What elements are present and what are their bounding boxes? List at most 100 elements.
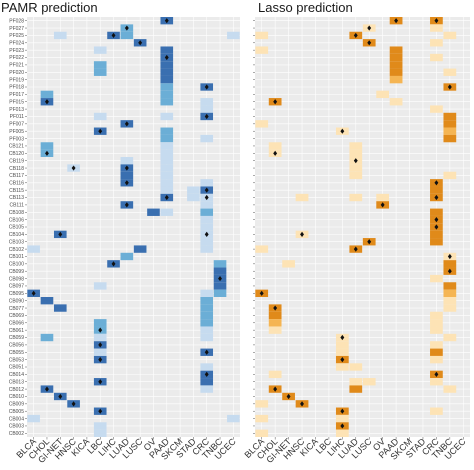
pamr-marker-CB055-CRC xyxy=(204,349,209,355)
lasso-tile-PF023-BLCA xyxy=(255,46,269,54)
pamr-tile-CB100-TNBC xyxy=(213,260,227,268)
pamr-y-tick-label: PF007 xyxy=(9,122,24,128)
lasso-tile-CB066-CRC xyxy=(430,319,443,327)
pamr-y-tick-label: CB014 xyxy=(9,372,25,378)
pamr-marker-PF025-LIHC xyxy=(111,32,116,39)
pamr-tile-CB115-PAAD xyxy=(160,186,174,194)
pamr-marker-CB010-GI-NET xyxy=(58,393,63,400)
pamr-tile-CB013-CRC xyxy=(200,378,214,386)
pamr-tile-CB099-TNBC xyxy=(213,267,227,275)
pamr-y-tick-label: CB100 xyxy=(9,262,25,268)
lasso-marker-CB095-BLCA xyxy=(259,290,264,296)
lasso-tile-CB100-TNBC xyxy=(443,260,457,268)
pamr-tile-CB004-BLCA xyxy=(27,414,40,423)
pamr-y-tick-label: CB004 xyxy=(9,416,25,422)
pamr-tile-PF017-CHOL xyxy=(40,90,54,99)
lasso-marker-CB099-TNBC xyxy=(447,268,452,274)
lasso-tile-CB056-CRC xyxy=(430,341,443,349)
pamr-tile-CB119-PAAD xyxy=(160,157,174,165)
pamr-y-tick-label: CB111 xyxy=(9,203,24,209)
lasso-tile-PF003-TNBC xyxy=(443,134,457,143)
pamr-y-tick-label: PF017 xyxy=(9,92,24,98)
lasso-tile-PF022-PAAD xyxy=(389,53,403,62)
pamr-y-tick-label: CB095 xyxy=(9,291,25,297)
lasso-tile-CB118-LUAD xyxy=(349,164,363,172)
lasso-tile-CB103-CRC xyxy=(430,238,443,246)
pamr-y-tick-label: PF027 xyxy=(9,26,24,32)
pamr-tile-CB102-CRC xyxy=(200,245,214,253)
lasso-marker-CB010-GI-NET xyxy=(286,393,291,400)
lasso-marker-CB101-TNBC xyxy=(447,253,452,260)
pamr-tile-CB095-TNBC xyxy=(213,289,227,297)
pamr-tile-PF005-PAAD xyxy=(160,127,174,135)
lasso-tile-CB013-LUAD xyxy=(349,378,363,386)
pamr-tile-PF025-UCEC xyxy=(227,31,240,40)
lasso-tile-PF017-OV xyxy=(376,90,390,99)
lasso-marker-CB053-LIHC xyxy=(340,357,345,363)
pamr-tile-PF013-CRC xyxy=(200,105,214,113)
pamr-marker-CB014-CRC xyxy=(204,371,209,377)
pamr-tile-CB066-CRC xyxy=(200,319,214,327)
pamr-marker-PF024-LUSC xyxy=(138,40,143,46)
pamr-panel-title: PAMR prediction xyxy=(1,0,98,15)
lasso-tile-PF013-CRC xyxy=(430,105,443,113)
pamr-marker-CB053-LBC xyxy=(98,357,103,363)
pamr-y-tick-label: CB121 xyxy=(9,144,25,150)
pamr-y-tick-label: CB115 xyxy=(9,188,24,194)
lasso-marker-CB059-LIHC xyxy=(340,334,345,341)
pamr-tile-CB116-PAAD xyxy=(160,179,174,187)
pamr-tile-PF025-LUAD xyxy=(120,31,134,40)
lasso-marker-PF028-PAAD xyxy=(394,18,399,24)
lasso-tile-CB005-CRC xyxy=(430,407,443,415)
pamr-y-tick-label: PF019 xyxy=(9,77,24,83)
lasso-marker-CB111-OV xyxy=(380,202,385,208)
lasso-marker-CB003-LIHC xyxy=(340,423,345,429)
pamr-tile-CB059-LBC xyxy=(93,333,107,342)
lasso-tile-CB012-TNBC xyxy=(443,385,457,393)
pamr-tile-CB108-CRC xyxy=(200,208,214,216)
pamr-marker-CB120-CHOL xyxy=(45,150,49,156)
lasso-tile-PF011-TNBC xyxy=(443,112,457,121)
lasso-marker-CB119-LUAD xyxy=(353,158,358,164)
pamr-marker-CB116-LUAD xyxy=(124,180,129,186)
lasso-tile-CB108-CRC xyxy=(430,208,443,216)
pamr-tile-CB119-LUAD xyxy=(120,157,134,165)
pamr-tile-PF020-LBC xyxy=(93,68,107,76)
lasso-marker-CB102-LUAD xyxy=(353,246,358,252)
pamr-y-tick-label: PF011 xyxy=(10,114,25,120)
lasso-tile-CB055-LIHC xyxy=(335,348,349,356)
lasso-marker-CB104-HNSC xyxy=(300,231,304,237)
pamr-tile-CB113-STAD xyxy=(187,193,200,202)
lasso-tile-CB059-TNBC xyxy=(443,333,457,342)
pamr-tile-PF020-PAAD xyxy=(160,68,174,76)
pamr-y-tick-label: CB002 xyxy=(9,431,25,437)
pamr-tile-PF019-PAAD xyxy=(160,75,174,84)
lasso-tile-CB056-LIHC xyxy=(335,341,349,349)
pamr-y-tick-label: CB101 xyxy=(9,254,25,260)
pamr-marker-PF028-PAAD xyxy=(164,18,169,24)
lasso-tile-PF019-PAAD xyxy=(389,75,403,84)
pamr-tile-CB106-CRC xyxy=(200,215,214,224)
lasso-tile-CB115-CRC xyxy=(430,186,443,194)
lasso-panel-title: Lasso prediction xyxy=(258,0,353,15)
pamr-y-tick-label: PF025 xyxy=(9,33,24,39)
pamr-marker-CB115-CRC xyxy=(204,187,209,193)
pamr-y-tick-label: CB059 xyxy=(9,335,25,341)
pamr-y-tick-label: CB106 xyxy=(9,217,25,223)
pamr-marker-CB095-BLCA xyxy=(31,290,36,296)
pamr-marker-CB104-GI-NET xyxy=(58,231,63,237)
lasso-tile-CB120-LUAD xyxy=(349,149,363,157)
lasso-tile-CB004-LIHC xyxy=(335,414,349,423)
lasso-tile-CB102-BLCA xyxy=(255,245,269,253)
pamr-tile-PF011-LBC xyxy=(93,112,107,121)
pamr-y-tick-label: CB108 xyxy=(9,210,25,216)
pamr-marker-PF027-LUAD xyxy=(124,25,129,31)
pamr-marker-PF005-LBC xyxy=(98,128,103,134)
pamr-tile-CB069-CRC xyxy=(200,311,214,320)
lasso-tile-CB069-CHOL xyxy=(268,311,282,320)
pamr-tile-CB108-OV xyxy=(147,208,160,216)
pamr-tile-CB111-CRC xyxy=(200,201,214,209)
lasso-tile-PF025-TNBC xyxy=(443,31,457,40)
pamr-y-tick-label: CB053 xyxy=(9,357,25,363)
